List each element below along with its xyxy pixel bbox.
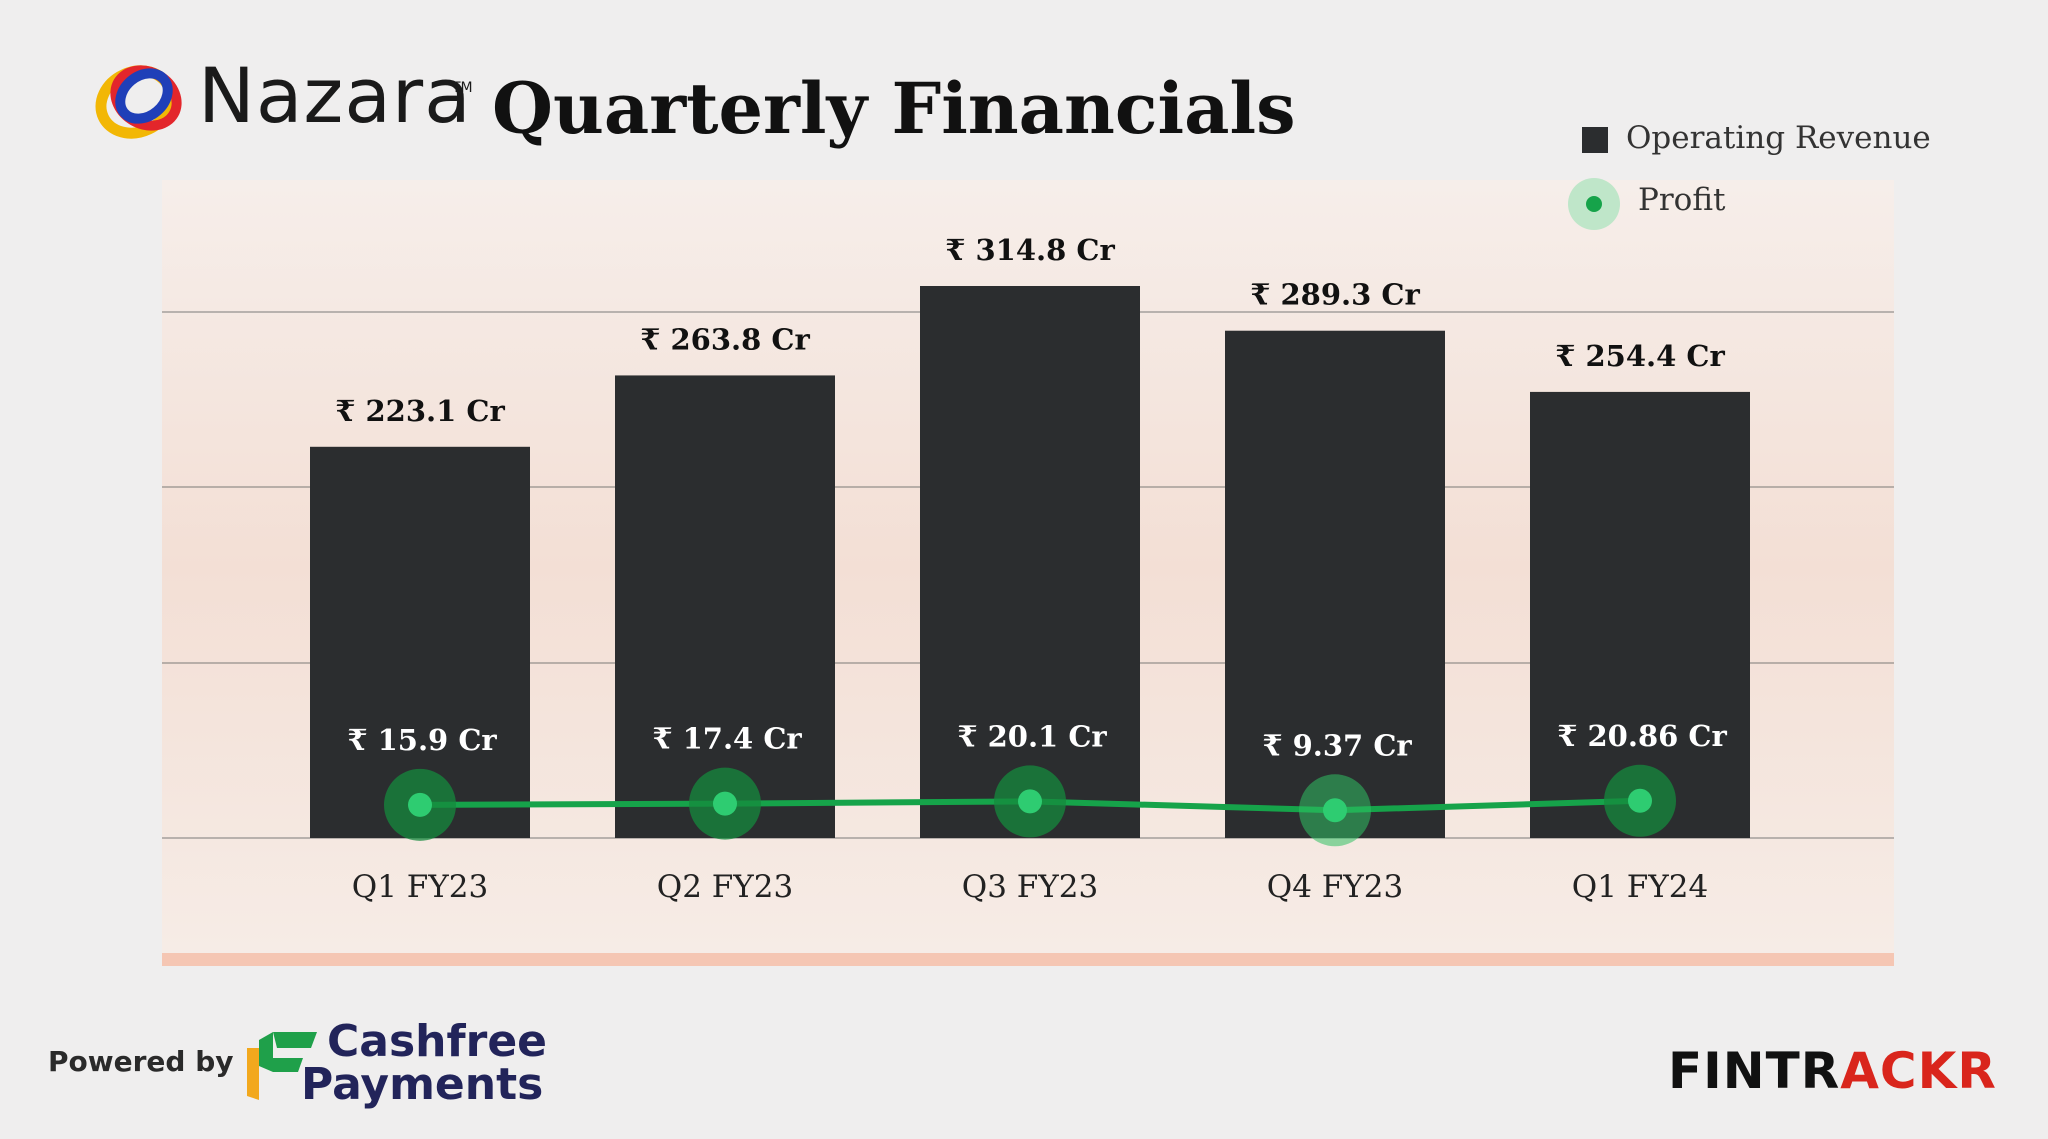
publisher-logo: FINTRACKR	[1668, 1046, 1997, 1096]
powered-by-label: Powered by	[48, 1045, 234, 1078]
legend-revenue-label: Operating Revenue	[1626, 120, 1931, 156]
profit-data-label: ₹ 15.9 Cr	[347, 723, 497, 757]
trademark-mark: TM	[452, 80, 473, 96]
x-tick-label: Q2 FY23	[657, 869, 793, 905]
revenue-bar	[615, 375, 835, 838]
revenue-data-label: ₹ 289.3 Cr	[1250, 278, 1420, 312]
revenue-bar	[1530, 391, 1750, 838]
x-tick-label: Q4 FY23	[1267, 869, 1403, 905]
profit-point	[1628, 788, 1652, 813]
profit-point	[713, 791, 737, 816]
profit-data-label: ₹ 9.37 Cr	[1262, 728, 1412, 762]
accent-strip	[162, 953, 1894, 966]
profit-point	[1323, 798, 1347, 823]
x-tick-label: Q3 FY23	[962, 869, 1098, 905]
publisher-logo-part1: FINTR	[1668, 1042, 1841, 1100]
x-tick-label: Q1 FY23	[352, 869, 488, 905]
chart-title: Quarterly Financials	[492, 67, 1296, 150]
sponsor-name-line2: Payments	[301, 1059, 544, 1110]
nazara-logo	[95, 65, 182, 139]
revenue-bar	[1225, 330, 1445, 838]
revenue-data-label: ₹ 314.8 Cr	[945, 233, 1115, 267]
profit-data-label: ₹ 20.86 Cr	[1557, 719, 1727, 753]
revenue-data-label: ₹ 254.4 Cr	[1555, 339, 1725, 373]
legend-revenue-swatch	[1582, 127, 1608, 153]
profit-data-label: ₹ 20.1 Cr	[957, 719, 1107, 753]
publisher-logo-part2: ACKR	[1840, 1042, 1997, 1100]
sponsor-name-line1: Cashfree	[327, 1016, 548, 1067]
legend-profit-label: Profit	[1638, 182, 1726, 218]
revenue-data-label: ₹ 263.8 Cr	[640, 322, 810, 356]
cashfree-logo-icon	[247, 1032, 317, 1100]
revenue-data-label: ₹ 223.1 Cr	[335, 394, 505, 428]
revenue-bar	[920, 286, 1140, 838]
x-tick-label: Q1 FY24	[1572, 869, 1708, 905]
profit-data-label: ₹ 17.4 Cr	[652, 722, 802, 756]
profit-point	[1018, 789, 1042, 814]
brand-name: Nazara	[198, 51, 472, 140]
legend-profit-dot	[1586, 196, 1602, 212]
profit-point	[408, 792, 432, 817]
